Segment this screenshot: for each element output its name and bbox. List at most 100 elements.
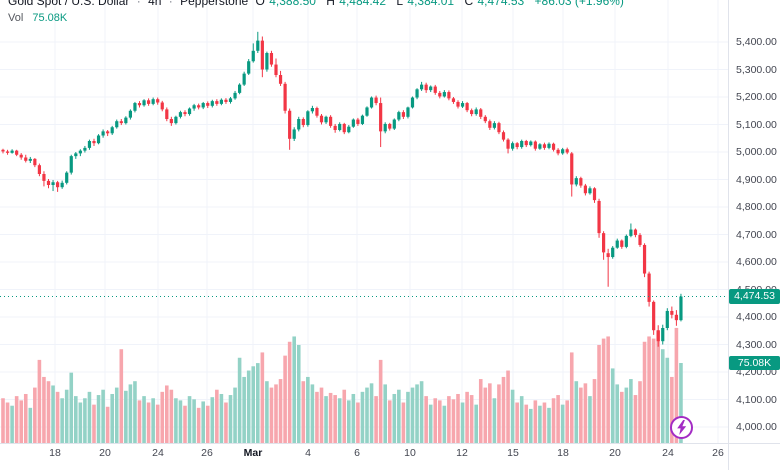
y-tick-label: 5,300.00	[736, 63, 777, 76]
volume-bar	[42, 376, 46, 443]
volume-bar	[474, 404, 478, 443]
volume-value: 75.08K	[32, 12, 68, 24]
volume-bar	[287, 341, 292, 443]
candle-body	[406, 107, 410, 117]
candle-body	[451, 98, 456, 102]
price-axis[interactable]: 5,400.00 5,300.00 5,200.00 5,100.00 5,000.00…	[729, 0, 780, 443]
y-tick-label: 4,300.00	[736, 338, 777, 351]
volume-bar	[224, 402, 228, 443]
candle-body	[206, 103, 210, 106]
volume-bar	[492, 398, 497, 443]
candle-body	[96, 135, 101, 144]
volume-bar	[133, 381, 137, 443]
candle-body	[483, 116, 487, 122]
volume-bar	[438, 400, 442, 443]
volume-bar	[137, 400, 142, 443]
symbol-name[interactable]: Gold Spot / U.S. Dollar	[8, 0, 130, 8]
candle-body	[174, 116, 178, 124]
x-tick-label: 24	[662, 447, 674, 459]
volume-bar	[538, 405, 542, 443]
candle-body	[119, 121, 123, 124]
volume-bar	[606, 336, 610, 443]
candle-body	[515, 143, 519, 148]
candle-body	[142, 100, 146, 106]
candle-body	[369, 97, 374, 108]
volume-bar	[547, 407, 551, 443]
volume-bar	[679, 363, 683, 443]
last-volume-badge: 75.08K	[729, 356, 780, 370]
volume-bar	[651, 338, 656, 443]
volume-bar	[442, 405, 447, 443]
lightning-icon	[677, 420, 687, 435]
volume-bar	[169, 389, 174, 443]
volume-bar	[401, 402, 406, 443]
candle-body	[56, 182, 60, 188]
candle-body	[638, 235, 642, 245]
high-value: 4,484.42	[339, 0, 387, 8]
candle-body	[615, 240, 619, 248]
volume-bar	[647, 336, 651, 443]
lightning-trade-button[interactable]	[670, 416, 693, 439]
close-label: C	[464, 0, 474, 8]
x-tick-label: 10	[404, 447, 416, 459]
volume-bar	[74, 396, 78, 443]
candle-body	[247, 61, 251, 74]
candle-body	[479, 109, 483, 117]
volume-bar	[256, 363, 260, 443]
candle-body	[256, 40, 260, 51]
volume-bar	[597, 344, 601, 443]
candle-body	[620, 240, 624, 247]
volume-bar	[428, 404, 433, 443]
volume-bar	[292, 336, 296, 443]
y-tick-label: 5,000.00	[736, 146, 777, 158]
candle-body	[556, 149, 560, 154]
separator: ·	[168, 0, 173, 8]
timeframe[interactable]: 4h	[148, 0, 162, 8]
volume-bar	[228, 395, 233, 443]
candle-body	[310, 108, 314, 112]
candle-body	[579, 178, 583, 186]
volume-bar	[633, 395, 638, 443]
candle-body	[647, 273, 651, 302]
candle-body	[547, 143, 551, 148]
candle-body	[160, 102, 164, 110]
y-tick-label: 4,900.00	[736, 173, 777, 186]
candle-body	[169, 119, 173, 124]
candle-body	[574, 178, 578, 185]
x-tick-label: 24	[152, 447, 164, 459]
candle-body	[392, 119, 396, 129]
volume-bar	[78, 402, 83, 443]
volume-bar	[174, 398, 178, 443]
volume-bar	[155, 404, 160, 443]
x-tick-label: 20	[99, 447, 111, 459]
candle-body	[347, 126, 351, 133]
candle-body	[597, 200, 601, 234]
y-tick-label: 4,600.00	[736, 256, 777, 268]
candle-body	[533, 141, 537, 149]
candle-body	[265, 53, 269, 70]
volume-bar	[64, 389, 69, 443]
volume-bar	[356, 402, 360, 443]
candle-body	[28, 158, 32, 161]
volume-bar	[23, 393, 28, 443]
volume-label[interactable]: Vol	[8, 12, 24, 24]
candle-body	[128, 110, 132, 118]
candle-body	[633, 229, 638, 236]
candle-body	[319, 115, 324, 123]
volume-bar	[674, 327, 679, 443]
time-axis[interactable]: 18 20 24 26 Mar 4 6 10 12 15 18 20 24 26	[0, 443, 780, 470]
volume-bar	[638, 381, 642, 443]
volume-bar	[260, 352, 265, 443]
candle-body	[447, 92, 451, 99]
candle-body	[274, 64, 278, 75]
volume-bar	[551, 398, 556, 443]
volume-bar	[515, 402, 519, 443]
candle-body	[33, 158, 37, 166]
volume-bar	[483, 387, 488, 443]
exchange[interactable]: Pepperstone	[180, 0, 249, 8]
volume-bar	[615, 384, 620, 443]
volume-bar	[5, 402, 10, 443]
candle-body	[488, 121, 492, 128]
candle-body	[470, 110, 474, 115]
